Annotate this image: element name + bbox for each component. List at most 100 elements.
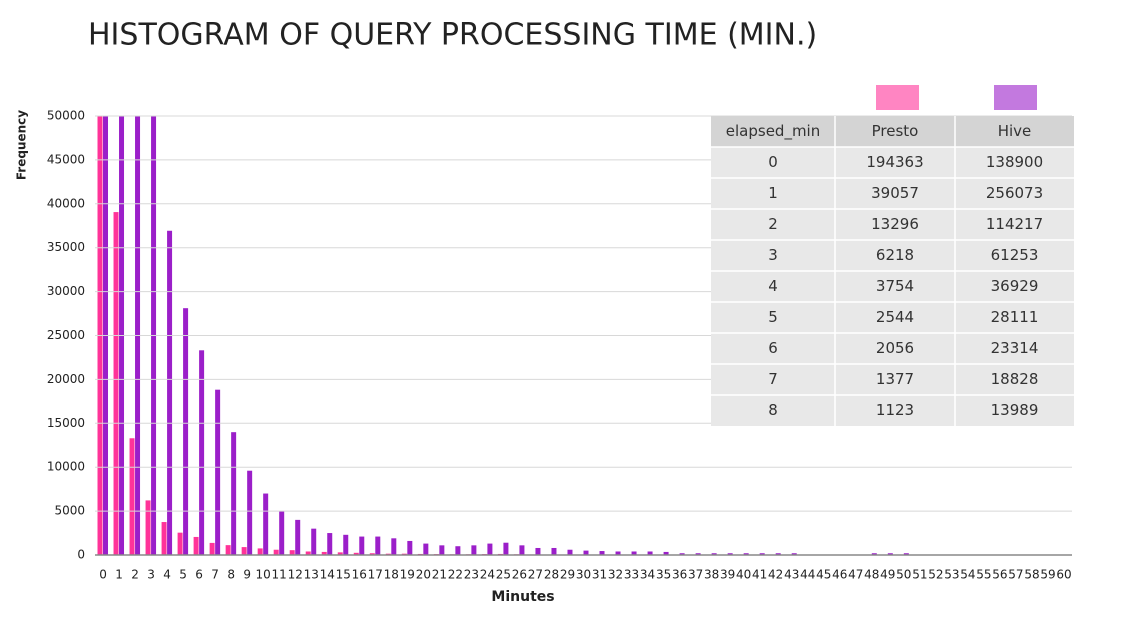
x-tick-label: 2: [131, 568, 139, 582]
bar: [337, 552, 343, 555]
bar: [615, 551, 621, 555]
x-tick-label: 8: [227, 568, 235, 582]
table-cell: 1123: [876, 401, 914, 419]
bar: [903, 553, 909, 555]
table-cell: 1: [768, 184, 778, 202]
table-cell: 13296: [871, 215, 919, 233]
table-header: elapsed_min: [726, 122, 820, 141]
x-tick-label: 29: [560, 568, 575, 582]
bar: [407, 540, 413, 555]
bar: [343, 534, 349, 555]
y-axis-label: Frequency: [15, 110, 29, 180]
x-tick-label: 4: [163, 568, 171, 582]
table-header-bg: [711, 116, 1074, 147]
table-cell: 2056: [876, 339, 914, 357]
table-cell: 138900: [986, 153, 1043, 171]
bar: [887, 553, 893, 555]
bar: [567, 549, 573, 555]
table-header: Presto: [872, 122, 919, 140]
bar: [257, 548, 263, 555]
x-tick-label: 27: [528, 568, 543, 582]
table-cell: 6: [768, 339, 778, 357]
bar: [551, 547, 557, 555]
bar: [369, 553, 375, 555]
y-tick-label: 15000: [47, 416, 85, 430]
bar: [305, 551, 311, 555]
table-body-bg: [711, 147, 1074, 426]
bar: [321, 551, 327, 555]
bar: [439, 545, 445, 555]
bar: [263, 493, 269, 555]
bar: [247, 470, 253, 555]
bar: [183, 308, 189, 555]
bar: [375, 536, 381, 555]
bar: [759, 553, 765, 555]
bar: [871, 553, 877, 555]
x-tick-label: 21: [432, 568, 447, 582]
x-tick-label: 35: [656, 568, 671, 582]
table-cell: 1377: [876, 370, 914, 388]
bar: [199, 350, 205, 555]
x-tick-label: 24: [480, 568, 495, 582]
bar: [289, 550, 295, 555]
x-tick-label: 57: [1008, 568, 1023, 582]
x-tick-label: 23: [464, 568, 479, 582]
bar: [167, 230, 173, 556]
x-tick-label: 60: [1056, 568, 1071, 582]
x-tick-label: 40: [736, 568, 751, 582]
bar: [775, 553, 781, 555]
bar: [359, 536, 365, 555]
x-axis-label: Minutes: [491, 589, 554, 605]
bar: [129, 438, 135, 555]
table-cell: 13989: [991, 401, 1039, 419]
table-cell: 39057: [871, 184, 919, 202]
x-tick-label: 20: [416, 568, 431, 582]
bar: [177, 532, 183, 555]
bar: [455, 546, 461, 555]
x-tick-label: 53: [944, 568, 959, 582]
table-cell: 114217: [986, 215, 1043, 233]
table-header: Hive: [998, 122, 1032, 140]
table-cell: 18828: [991, 370, 1039, 388]
bar: [487, 543, 493, 555]
x-tick-label: 9: [243, 568, 251, 582]
bar: [97, 116, 103, 555]
x-tick-label: 47: [848, 568, 863, 582]
x-tick-label: 22: [448, 568, 463, 582]
bar: [471, 545, 477, 555]
y-tick-label: 10000: [47, 460, 85, 474]
bar: [193, 536, 199, 555]
y-tick-label: 0: [77, 548, 85, 562]
bar: [135, 116, 141, 555]
x-tick-label: 14: [320, 568, 335, 582]
bar: [535, 547, 541, 555]
bar: [295, 519, 301, 555]
table-cell: 7: [768, 370, 778, 388]
x-tick-label: 33: [624, 568, 639, 582]
table-cell: 2: [768, 215, 778, 233]
bar: [225, 545, 231, 555]
bar: [791, 553, 797, 555]
table-cell: 6218: [876, 246, 914, 264]
table-cell: 3: [768, 246, 778, 264]
x-tick-label: 19: [400, 568, 415, 582]
table-cell: 36929: [991, 277, 1039, 295]
y-tick-label: 30000: [47, 284, 85, 298]
x-tick-label: 12: [288, 568, 303, 582]
x-tick-label: 1: [115, 568, 123, 582]
x-tick-label: 25: [496, 568, 511, 582]
x-tick-label: 34: [640, 568, 655, 582]
legend-swatch: [994, 85, 1037, 110]
bar: [583, 550, 589, 555]
x-tick-label: 38: [704, 568, 719, 582]
y-tick-label: 5000: [54, 504, 85, 518]
y-tick-label: 50000: [47, 109, 85, 123]
bar: [695, 553, 701, 555]
x-tick-label: 54: [960, 568, 975, 582]
x-tick-label: 50: [896, 568, 911, 582]
bar: [119, 116, 125, 556]
x-tick-label: 18: [384, 568, 399, 582]
bar: [711, 553, 717, 555]
x-tick-label: 5: [179, 568, 187, 582]
bar: [103, 116, 109, 555]
